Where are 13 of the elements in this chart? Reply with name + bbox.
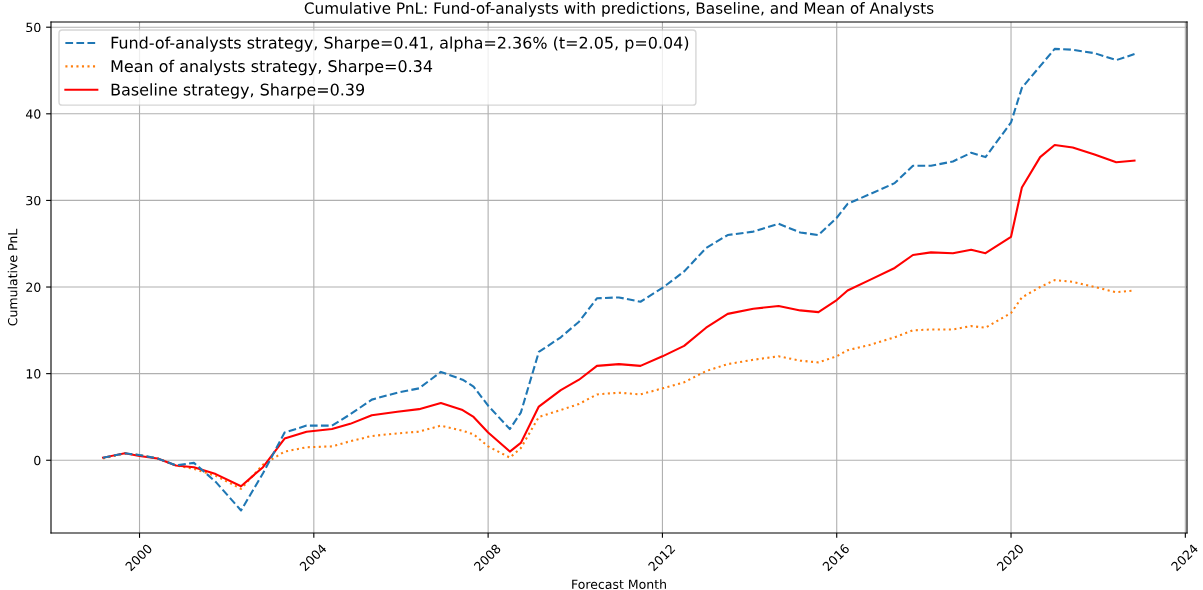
y-tick-label: 30 (26, 195, 41, 206)
y-tick-label: 40 (25, 109, 41, 119)
y-tick-label: 50 (26, 22, 41, 33)
legend-label: Fund-of-analysts strategy, Sharpe=0.41, alpha=2.36% (t=2.05, p=0.04) (111, 36, 689, 52)
y-tick-label: 20 (26, 282, 41, 292)
y-tick-label: 10 (26, 369, 41, 379)
y-axis-title: Cumulative PnL (7, 228, 18, 326)
legend-label: Mean of analysts strategy, Sharpe=0.34 (111, 59, 433, 76)
x-axis-title: Forecast Month (572, 579, 666, 589)
line-series (101, 143, 1136, 488)
chart-title: Cumulative PnL: Fund-of-analysts with predictions, Baseline, and Mean of Analysts (304, 2, 934, 17)
legend-label: Baseline strategy, Sharpe=0.39 (111, 83, 365, 99)
y-tick-label: 0 (34, 455, 41, 466)
